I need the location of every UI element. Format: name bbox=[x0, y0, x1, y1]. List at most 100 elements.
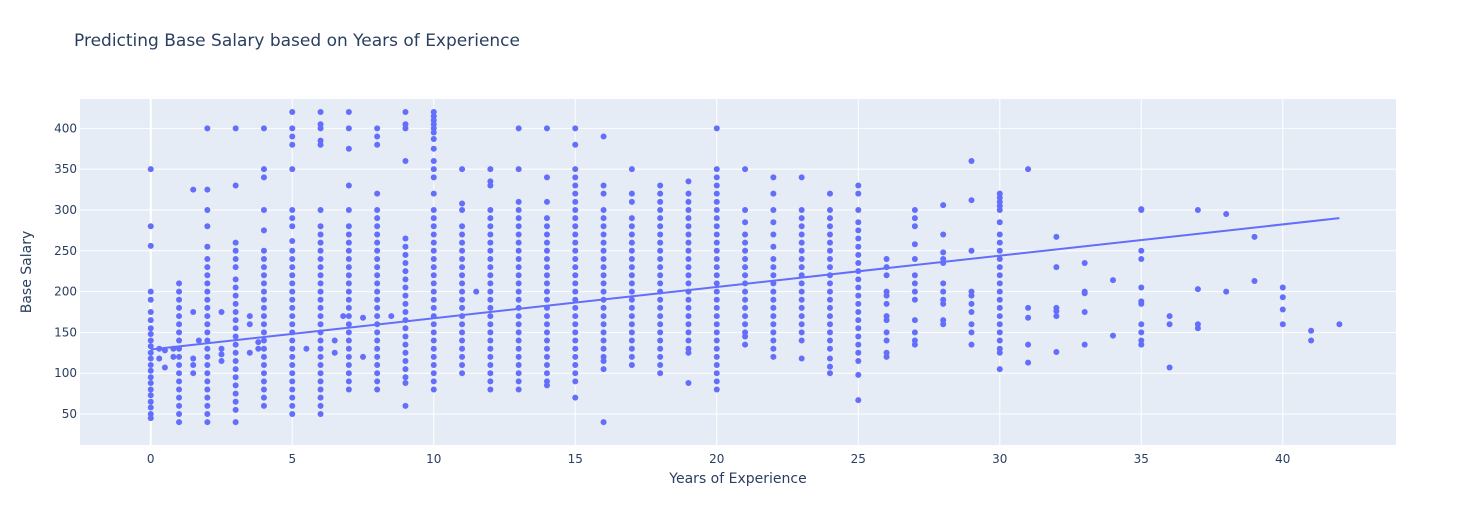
scatter-point[interactable] bbox=[204, 304, 211, 311]
scatter-point[interactable] bbox=[204, 370, 211, 377]
scatter-point[interactable] bbox=[713, 345, 720, 352]
scatter-point[interactable] bbox=[685, 272, 692, 279]
scatter-point[interactable] bbox=[543, 280, 550, 287]
scatter-point[interactable] bbox=[1053, 348, 1060, 355]
scatter-point[interactable] bbox=[685, 223, 692, 230]
scatter-point[interactable] bbox=[996, 280, 1003, 287]
scatter-point[interactable] bbox=[204, 280, 211, 287]
scatter-point[interactable] bbox=[232, 264, 239, 271]
scatter-point[interactable] bbox=[855, 243, 862, 250]
scatter-point[interactable] bbox=[572, 272, 579, 279]
scatter-point[interactable] bbox=[770, 231, 777, 238]
scatter-point[interactable] bbox=[345, 304, 352, 311]
scatter-point[interactable] bbox=[374, 321, 381, 328]
scatter-point[interactable] bbox=[713, 337, 720, 344]
scatter-point[interactable] bbox=[600, 321, 607, 328]
scatter-point[interactable] bbox=[685, 379, 692, 386]
scatter-point[interactable] bbox=[459, 337, 466, 344]
scatter-point[interactable] bbox=[685, 255, 692, 262]
scatter-point[interactable] bbox=[628, 264, 635, 271]
scatter-point[interactable] bbox=[826, 345, 833, 352]
scatter-point[interactable] bbox=[996, 272, 1003, 279]
scatter-point[interactable] bbox=[940, 231, 947, 238]
scatter-point[interactable] bbox=[260, 296, 267, 303]
scatter-point[interactable] bbox=[374, 296, 381, 303]
scatter-point[interactable] bbox=[911, 341, 918, 348]
scatter-point[interactable] bbox=[657, 313, 664, 320]
scatter-point[interactable] bbox=[260, 337, 267, 344]
scatter-point[interactable] bbox=[826, 255, 833, 262]
scatter-point[interactable] bbox=[968, 321, 975, 328]
scatter-point[interactable] bbox=[374, 133, 381, 140]
scatter-point[interactable] bbox=[543, 198, 550, 205]
scatter-point[interactable] bbox=[374, 353, 381, 360]
scatter-point[interactable] bbox=[232, 308, 239, 315]
scatter-point[interactable] bbox=[289, 362, 296, 369]
scatter-point[interactable] bbox=[317, 206, 324, 213]
scatter-point[interactable] bbox=[855, 300, 862, 307]
scatter-point[interactable] bbox=[543, 313, 550, 320]
scatter-point[interactable] bbox=[968, 292, 975, 299]
scatter-point[interactable] bbox=[374, 264, 381, 271]
scatter-point[interactable] bbox=[798, 296, 805, 303]
scatter-point[interactable] bbox=[317, 239, 324, 246]
scatter-point[interactable] bbox=[572, 329, 579, 336]
scatter-point[interactable] bbox=[685, 349, 692, 356]
scatter-point[interactable] bbox=[996, 337, 1003, 344]
scatter-point[interactable] bbox=[402, 158, 409, 165]
scatter-point[interactable] bbox=[232, 247, 239, 254]
scatter-point[interactable] bbox=[289, 215, 296, 222]
scatter-point[interactable] bbox=[360, 314, 367, 321]
scatter-point[interactable] bbox=[883, 317, 890, 324]
scatter-point[interactable] bbox=[402, 349, 409, 356]
scatter-point[interactable] bbox=[770, 280, 777, 287]
scatter-point[interactable] bbox=[374, 288, 381, 295]
scatter-point[interactable] bbox=[713, 386, 720, 393]
scatter-point[interactable] bbox=[515, 198, 522, 205]
scatter-point[interactable] bbox=[232, 255, 239, 262]
scatter-point[interactable] bbox=[515, 386, 522, 393]
scatter-point[interactable] bbox=[826, 239, 833, 246]
scatter-point[interactable] bbox=[147, 349, 154, 356]
scatter-point[interactable] bbox=[855, 251, 862, 258]
scatter-point[interactable] bbox=[317, 370, 324, 377]
scatter-point[interactable] bbox=[147, 308, 154, 315]
scatter-point[interactable] bbox=[204, 329, 211, 336]
scatter-point[interactable] bbox=[170, 353, 177, 360]
scatter-point[interactable] bbox=[855, 397, 862, 404]
scatter-point[interactable] bbox=[657, 370, 664, 377]
scatter-point[interactable] bbox=[996, 313, 1003, 320]
scatter-point[interactable] bbox=[1081, 290, 1088, 297]
scatter-point[interactable] bbox=[374, 378, 381, 385]
scatter-point[interactable] bbox=[657, 255, 664, 262]
scatter-point[interactable] bbox=[628, 215, 635, 222]
scatter-point[interactable] bbox=[289, 288, 296, 295]
scatter-point[interactable] bbox=[402, 308, 409, 315]
scatter-point[interactable] bbox=[713, 255, 720, 262]
scatter-point[interactable] bbox=[657, 304, 664, 311]
scatter-point[interactable] bbox=[911, 288, 918, 295]
scatter-point[interactable] bbox=[176, 402, 183, 409]
scatter-point[interactable] bbox=[1138, 300, 1145, 307]
scatter-point[interactable] bbox=[260, 280, 267, 287]
scatter-point[interactable] bbox=[232, 349, 239, 356]
scatter-point[interactable] bbox=[713, 296, 720, 303]
scatter-point[interactable] bbox=[572, 353, 579, 360]
scatter-point[interactable] bbox=[374, 272, 381, 279]
scatter-point[interactable] bbox=[600, 337, 607, 344]
scatter-point[interactable] bbox=[204, 362, 211, 369]
scatter-point[interactable] bbox=[402, 300, 409, 307]
scatter-point[interactable] bbox=[996, 296, 1003, 303]
scatter-point[interactable] bbox=[742, 231, 749, 238]
scatter-point[interactable] bbox=[713, 370, 720, 377]
scatter-point[interactable] bbox=[657, 215, 664, 222]
scatter-point[interactable] bbox=[147, 337, 154, 344]
scatter-point[interactable] bbox=[515, 288, 522, 295]
scatter-point[interactable] bbox=[742, 166, 749, 173]
scatter-point[interactable] bbox=[430, 129, 437, 136]
scatter-point[interactable] bbox=[770, 313, 777, 320]
scatter-point[interactable] bbox=[911, 272, 918, 279]
scatter-point[interactable] bbox=[742, 239, 749, 246]
scatter-point[interactable] bbox=[232, 390, 239, 397]
scatter-point[interactable] bbox=[255, 345, 262, 352]
